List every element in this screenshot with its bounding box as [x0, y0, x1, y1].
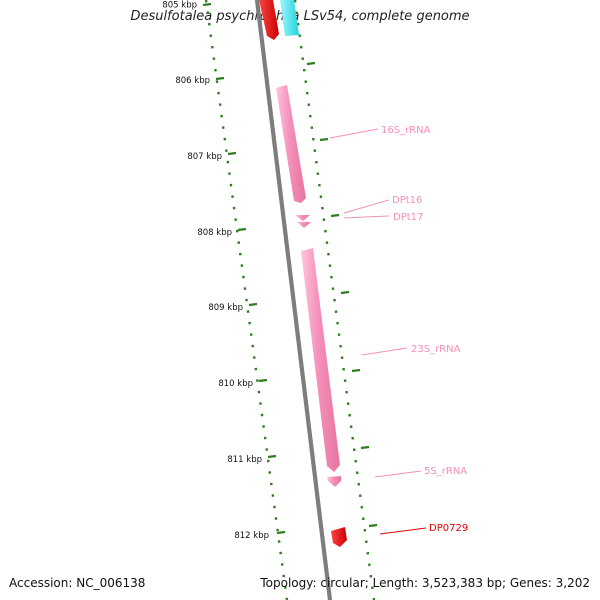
tick-810kbp: 810 kbp — [218, 378, 268, 389]
feature-label-text: 5S_rRNA — [424, 466, 467, 477]
feature-label-DP0729: DP0729 — [379, 523, 468, 535]
DPt17-arrow — [297, 222, 311, 228]
tick-806kbp: 806 kbp — [175, 76, 225, 86]
tick-808kbp: 808 kbp — [197, 227, 247, 238]
feature-label-text: DPt16 — [392, 195, 422, 206]
outer-scale-ring — [293, 0, 376, 600]
outer-ring-ticks — [306, 61, 378, 528]
scale-ticks: 805 kbp 806 kbp 807 kbp 808 kbp 809 kbp … — [162, 1, 286, 541]
tick-label: 808 kbp — [197, 228, 232, 238]
tick-label: 807 kbp — [187, 152, 222, 162]
tick-label: 812 kbp — [234, 531, 269, 541]
genome-backbone — [254, 0, 333, 600]
DP0729-arrow — [331, 527, 347, 547]
16S-rRNA-arrow — [276, 85, 306, 203]
tick-809kbp: 809 kbp — [208, 302, 258, 313]
tick-label: 810 kbp — [218, 379, 253, 389]
tick-label: 805 kbp — [162, 1, 197, 11]
gene-arrow-top-red — [259, 0, 279, 40]
23S-rRNA-arrow — [301, 248, 340, 472]
tick-811kbp: 811 kbp — [227, 454, 277, 465]
tick-805kbp: 805 kbp — [162, 1, 212, 11]
feature-label-text: 16S_rRNA — [381, 125, 431, 136]
inner-scale-ring — [204, 0, 289, 600]
feature-label-23S-rRNA: 23S_rRNA — [361, 344, 461, 356]
feature-label-DPt16: DPt16 — [343, 195, 422, 214]
tick-label: 809 kbp — [208, 303, 243, 313]
tick-label: 806 kbp — [175, 76, 210, 86]
DPt16-arrow — [295, 215, 310, 221]
genome-summary-text: Topology: circular; Length: 3,523,383 bp… — [260, 576, 590, 590]
feature-label-text: DPt17 — [393, 212, 423, 223]
feature-label-16S-rRNA: 16S_rRNA — [329, 125, 431, 139]
feature-label-text: DP0729 — [429, 523, 468, 534]
feature-label-text: 23S_rRNA — [411, 344, 461, 355]
accession-text: Accession: NC_006138 — [9, 576, 146, 590]
gene-arrow-top-cyan — [280, 0, 299, 36]
feature-label-5S-rRNA: 5S_rRNA — [374, 466, 467, 478]
map-title: Desulfotalea psychrophila LSv54, complet… — [130, 9, 470, 24]
tick-label: 811 kbp — [227, 455, 262, 465]
5S-rRNA-arrow — [327, 476, 341, 487]
tick-807kbp: 807 kbp — [187, 151, 237, 162]
feature-label-DPt17: DPt17 — [343, 212, 423, 223]
tick-812kbp: 812 kbp — [234, 530, 286, 541]
